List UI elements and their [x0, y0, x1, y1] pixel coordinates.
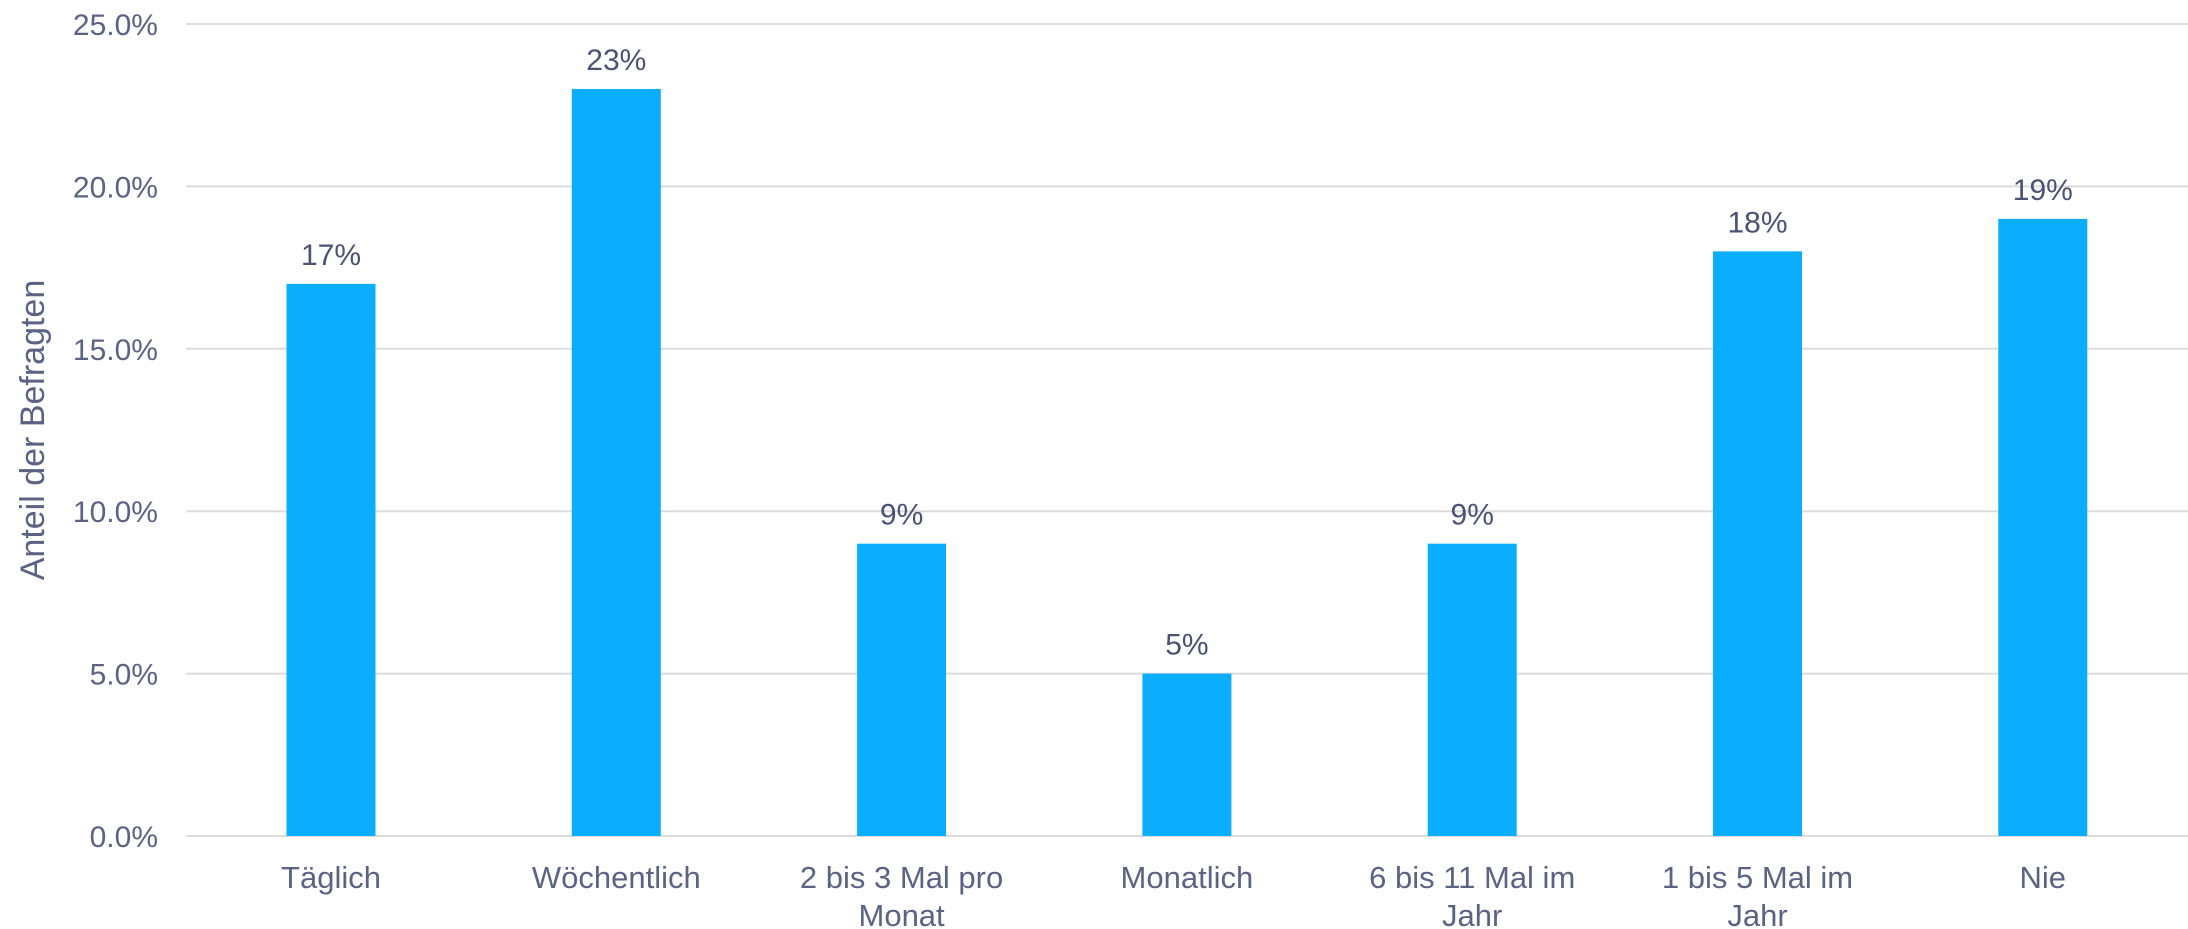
data-label: 9%	[880, 499, 923, 532]
bar	[1142, 673, 1232, 836]
y-tick-label: 10.0%	[73, 496, 158, 529]
x-category-label-line: Monat	[859, 898, 946, 929]
x-category-label-line: Täglich	[281, 860, 381, 895]
bar	[571, 88, 661, 836]
x-category-label: 1 bis 5 Mal im Jahr	[1662, 860, 1853, 929]
x-category-label: 2 bis 3 Mal pro Monat	[800, 860, 1003, 929]
y-axis-tick-labels: 0.0% 5.0% 10.0% 15.0% 20.0% 25.0%	[73, 9, 158, 854]
x-category-label: Nie	[2020, 860, 2067, 895]
y-tick-label: 5.0%	[90, 659, 158, 692]
x-axis-category-labels: Täglich Wöchentlich 2 bis 3 Mal pro MonatMo…	[281, 860, 2066, 929]
y-axis-title: Anteil der Befragten	[14, 280, 52, 581]
x-category-label-line: Jahr	[1442, 898, 1502, 929]
y-tick-label: 0.0%	[90, 821, 158, 854]
x-category-label-line: Monatlich	[1121, 860, 1254, 895]
x-category-label: Monatlich	[1121, 860, 1254, 895]
data-label: 5%	[1165, 629, 1208, 662]
bars	[286, 88, 2088, 837]
y-tick-label: 20.0%	[73, 171, 158, 204]
x-category-label-line: 2 bis 3 Mal pro	[800, 860, 1003, 895]
data-labels: 17% 23% 9% 5% 9% 18% 19%	[301, 44, 2073, 662]
gridlines	[186, 23, 2188, 837]
data-label: 19%	[2013, 174, 2073, 207]
x-category-label: Täglich	[281, 860, 381, 895]
bar	[1713, 251, 1802, 837]
x-category-label-line: Jahr	[1727, 898, 1787, 929]
bar	[1427, 543, 1517, 836]
x-category-label-line: Nie	[2020, 860, 2067, 895]
y-tick-label: 25.0%	[73, 9, 158, 42]
y-tick-label: 15.0%	[73, 334, 158, 367]
x-category-label-line: 1 bis 5 Mal im	[1662, 860, 1853, 895]
x-category-label-line: Wöchentlich	[532, 860, 701, 895]
bar	[857, 543, 947, 836]
x-category-label: Wöchentlich	[532, 860, 701, 895]
x-category-label-line: 6 bis 11 Mal im	[1369, 860, 1575, 895]
x-category-label: 6 bis 11 Mal im Jahr	[1369, 860, 1575, 929]
data-label: 23%	[586, 44, 646, 77]
data-label: 18%	[1727, 206, 1787, 239]
data-label: 17%	[301, 239, 361, 272]
bar	[286, 283, 376, 837]
bar	[1998, 218, 2088, 836]
data-label: 9%	[1451, 499, 1494, 532]
